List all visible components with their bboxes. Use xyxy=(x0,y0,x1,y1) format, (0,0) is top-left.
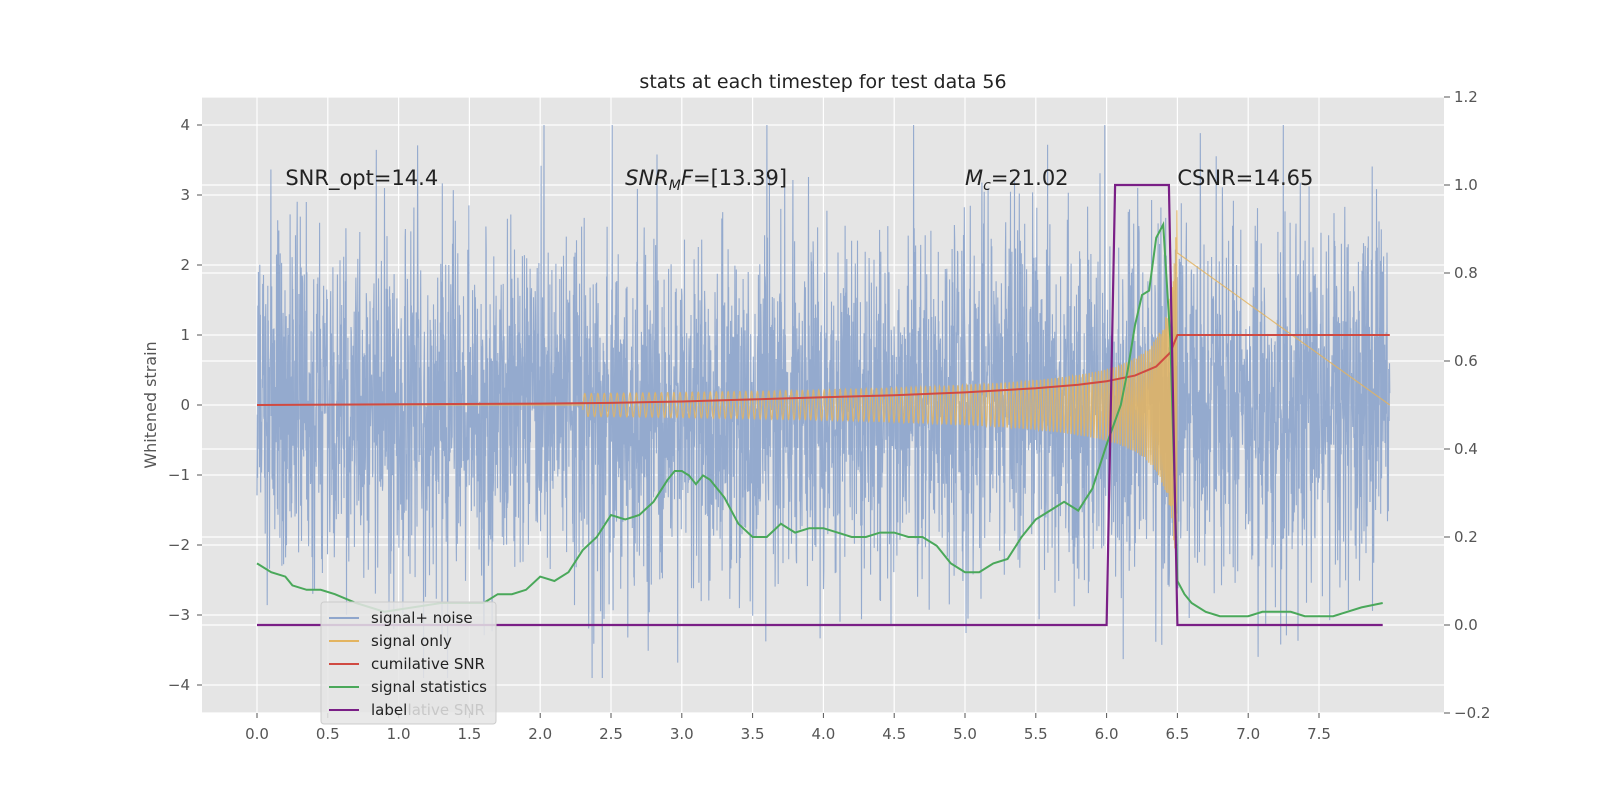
y-tick-label: 0 xyxy=(180,396,190,414)
x-tick-label: 0.5 xyxy=(316,725,340,743)
y-axis-label: Whitened strain xyxy=(141,341,160,468)
y-tick-label: −2 xyxy=(168,536,190,554)
y2-tick-label: 1.2 xyxy=(1454,88,1478,106)
series-cumilative-snr xyxy=(256,334,1390,406)
x-tick-label: 5.0 xyxy=(953,725,977,743)
x-tick-label: 1.0 xyxy=(387,725,411,743)
x-tick-label: 7.5 xyxy=(1307,725,1331,743)
chart-title: stats at each timestep for test data 56 xyxy=(639,71,1006,93)
y2-tick-label: −0.2 xyxy=(1454,704,1490,722)
series-layer xyxy=(256,124,1391,679)
series-signal-noise xyxy=(256,124,1391,679)
x-tick-label: 1.5 xyxy=(457,725,481,743)
series-label xyxy=(257,183,1383,627)
legend: signal+ noise signal only cumilative SNR si… xyxy=(320,601,497,725)
y2-tick-label: 0.8 xyxy=(1454,264,1478,282)
y-tick-label: 3 xyxy=(180,186,190,204)
x-tick-label: 4.0 xyxy=(811,725,835,743)
legend-label: label xyxy=(371,701,407,719)
y-tick-label: 4 xyxy=(180,116,190,134)
x-tick-label: 7.0 xyxy=(1236,725,1260,743)
x-tick-label: 2.0 xyxy=(528,725,552,743)
legend-label: signal+ noise xyxy=(371,609,473,627)
legend-box xyxy=(320,601,497,725)
series-signal-statistics xyxy=(256,220,1383,618)
y-tick-label: −1 xyxy=(168,466,190,484)
x-tick-label: 3.0 xyxy=(670,725,694,743)
x-tick-label: 6.0 xyxy=(1095,725,1119,743)
annotation-0: SNR_opt=14.4 xyxy=(285,166,438,191)
y-tick-label: −4 xyxy=(168,676,190,694)
annotation-2: Mc=21.02 xyxy=(965,166,1069,194)
legend-label: signal statistics xyxy=(371,678,487,696)
series-signal-only xyxy=(257,210,1391,590)
x-tick-label: 4.5 xyxy=(882,725,906,743)
annotation-1: SNRMF=[13.39] xyxy=(625,166,787,194)
legend-label: signal only xyxy=(371,632,452,650)
annotations: SNR_opt=14.4 SNRMF=[13.39] Mc=21.02 CSNR=14… xyxy=(285,166,1313,194)
x-tick-label: 2.5 xyxy=(599,725,623,743)
legend-ghost-label: cumilative SNR xyxy=(371,701,485,719)
x-tick-label: 5.5 xyxy=(1024,725,1048,743)
y2-tick-label: 1.0 xyxy=(1454,176,1478,194)
legend-label: cumilative SNR xyxy=(371,655,485,673)
y-tick-label: −3 xyxy=(168,606,190,624)
x-tick-label: 0.0 xyxy=(245,725,269,743)
y2-tick-label: 0.4 xyxy=(1454,440,1478,458)
y-tick-label: 2 xyxy=(180,256,190,274)
y-tick-label: 1 xyxy=(180,326,190,344)
annotation-3: CSNR=14.65 xyxy=(1177,166,1313,190)
axes: 0.0 0.5 1.0 1.5 2.0 2.5 3.0 3.5 4.0 4.5 5.0 5.5 6.0 6… xyxy=(168,88,1491,743)
x-tick-label: 6.5 xyxy=(1165,725,1189,743)
x-tick-label: 3.5 xyxy=(741,725,765,743)
y2-tick-label: 0.6 xyxy=(1454,352,1478,370)
y2-tick-label: 0.0 xyxy=(1454,616,1478,634)
y2-tick-label: 0.2 xyxy=(1454,528,1478,546)
